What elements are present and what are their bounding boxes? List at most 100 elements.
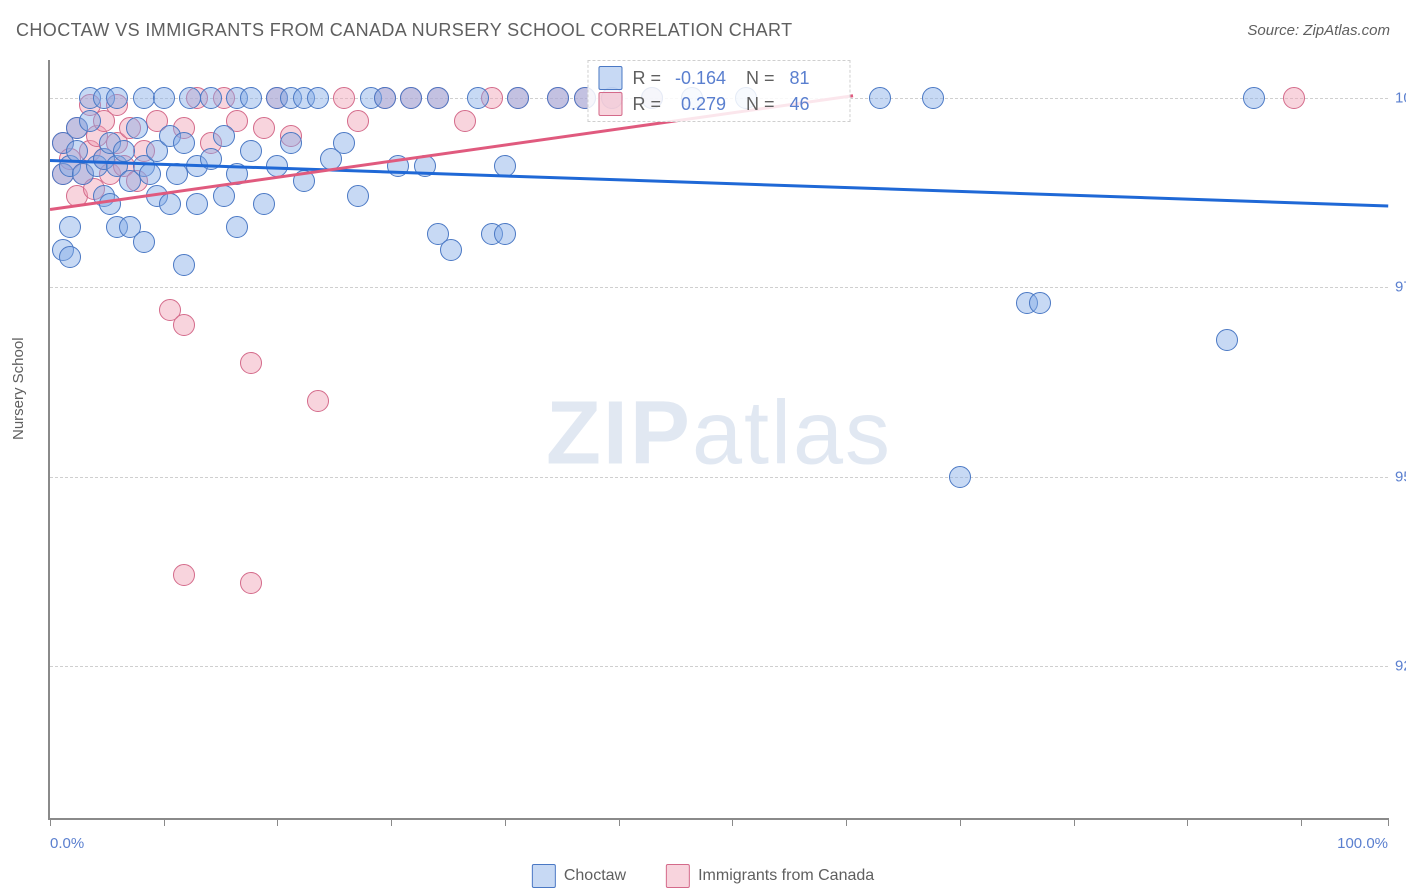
data-point [79, 110, 101, 132]
data-point [226, 216, 248, 238]
data-point [949, 466, 971, 488]
x-tick [732, 818, 733, 826]
data-point [133, 231, 155, 253]
data-point [1216, 329, 1238, 351]
watermark-atlas: atlas [692, 383, 892, 483]
data-point [494, 223, 516, 245]
data-point [106, 87, 128, 109]
data-point [133, 87, 155, 109]
x-tick [505, 818, 506, 826]
gridline [50, 666, 1388, 667]
data-point [200, 87, 222, 109]
source-prefix: Source: [1247, 22, 1303, 39]
legend-label: Immigrants from Canada [698, 867, 874, 885]
stats-row: R = 0.279 N = 46 [598, 91, 839, 117]
x-tick [1187, 818, 1188, 826]
scatter-plot: ZIPatlas 92.5%95.0%97.5%100.0%0.0%100.0%… [48, 60, 1388, 820]
x-tick-label: 100.0% [1337, 835, 1388, 852]
data-point [240, 87, 262, 109]
series-legend: Choctaw Immigrants from Canada [532, 864, 874, 888]
data-point [1029, 292, 1051, 314]
data-point [240, 572, 262, 594]
chart-title: CHOCTAW VS IMMIGRANTS FROM CANADA NURSER… [16, 20, 792, 40]
source-name: ZipAtlas.com [1303, 22, 1390, 39]
data-point [333, 132, 355, 154]
data-point [213, 185, 235, 207]
x-tick [50, 818, 51, 826]
r-value: -0.164 [671, 68, 726, 89]
correlation-stats-legend: R = -0.164 N = 81 R = 0.279 N = 46 [587, 60, 850, 122]
data-point [374, 87, 396, 109]
data-point [99, 193, 121, 215]
y-tick-label: 92.5% [1395, 658, 1406, 675]
stats-row: R = -0.164 N = 81 [598, 65, 839, 91]
x-tick [846, 818, 847, 826]
data-point [507, 87, 529, 109]
data-point [922, 87, 944, 109]
data-point [467, 87, 489, 109]
data-point [454, 110, 476, 132]
data-point [59, 216, 81, 238]
x-tick [1388, 818, 1389, 826]
x-tick [1074, 818, 1075, 826]
data-point [333, 87, 355, 109]
gridline [50, 287, 1388, 288]
data-point [113, 140, 135, 162]
data-point [547, 87, 569, 109]
legend-swatch [598, 92, 622, 116]
data-point [427, 87, 449, 109]
legend-item: Choctaw [532, 864, 626, 888]
data-point [153, 87, 175, 109]
y-axis-label: Nursery School [10, 337, 27, 440]
watermark-zip: ZIP [546, 383, 692, 483]
n-label: N = [736, 68, 775, 89]
x-tick [277, 818, 278, 826]
data-point [347, 110, 369, 132]
data-point [173, 254, 195, 276]
y-tick-label: 100.0% [1395, 89, 1406, 106]
n-value: 81 [785, 68, 840, 89]
data-point [1283, 87, 1305, 109]
chart-header: CHOCTAW VS IMMIGRANTS FROM CANADA NURSER… [16, 20, 1390, 50]
legend-swatch [598, 66, 622, 90]
x-tick [391, 818, 392, 826]
data-point [240, 140, 262, 162]
data-point [179, 87, 201, 109]
data-point [253, 117, 275, 139]
data-point [173, 314, 195, 336]
x-tick-label: 0.0% [50, 835, 84, 852]
x-tick [164, 818, 165, 826]
source-attribution: Source: ZipAtlas.com [1247, 22, 1390, 39]
data-point [159, 193, 181, 215]
n-label: N = [736, 94, 775, 115]
data-point [186, 193, 208, 215]
x-tick [960, 818, 961, 826]
data-point [173, 564, 195, 586]
y-tick-label: 97.5% [1395, 279, 1406, 296]
data-point [307, 390, 329, 412]
data-point [66, 140, 88, 162]
data-point [400, 87, 422, 109]
trend-line [50, 159, 1388, 207]
legend-swatch [666, 864, 690, 888]
legend-label: Choctaw [564, 867, 626, 885]
data-point [440, 239, 462, 261]
data-point [240, 352, 262, 374]
data-point [253, 193, 275, 215]
legend-swatch [532, 864, 556, 888]
y-tick-label: 95.0% [1395, 468, 1406, 485]
data-point [126, 117, 148, 139]
data-point [307, 87, 329, 109]
r-value: 0.279 [671, 94, 726, 115]
legend-item: Immigrants from Canada [666, 864, 874, 888]
data-point [280, 132, 302, 154]
data-point [213, 125, 235, 147]
data-point [347, 185, 369, 207]
r-label: R = [632, 68, 661, 89]
n-value: 46 [785, 94, 840, 115]
data-point [173, 132, 195, 154]
r-label: R = [632, 94, 661, 115]
x-tick [1301, 818, 1302, 826]
gridline [50, 477, 1388, 478]
watermark: ZIPatlas [546, 382, 892, 485]
